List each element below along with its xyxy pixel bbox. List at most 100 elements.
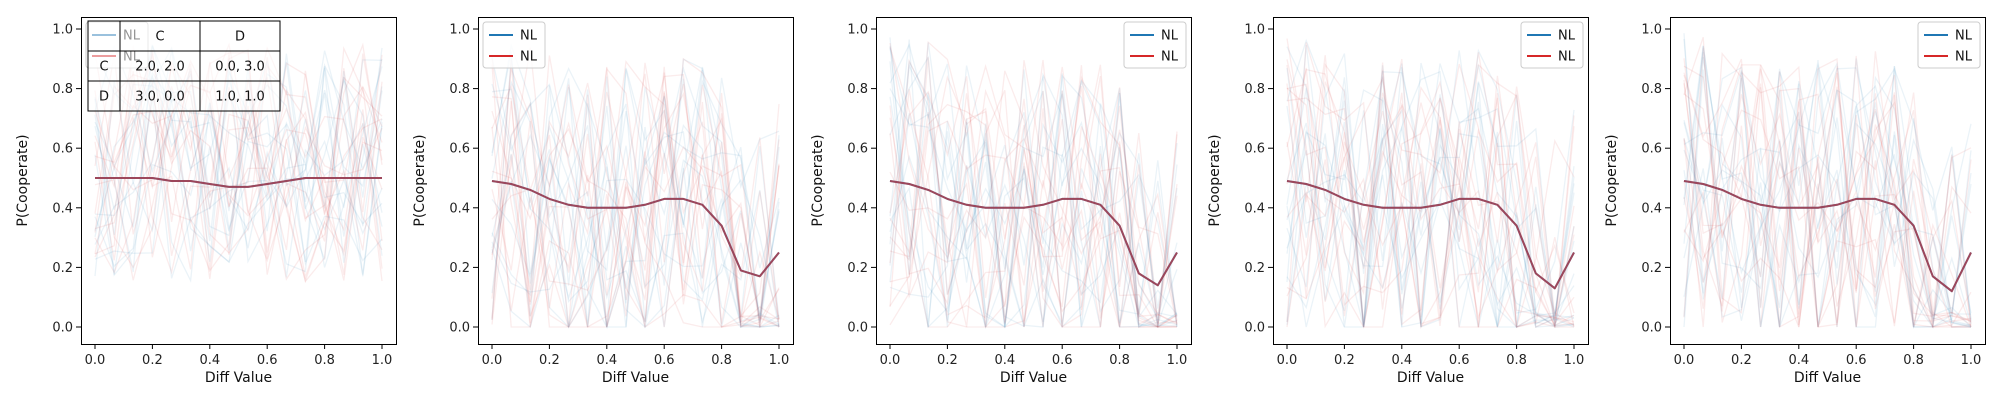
trial-trace (889, 58, 1178, 328)
x-tick-label: 0.4 (199, 353, 220, 368)
trial-trace (1683, 55, 1972, 328)
trial-trace (1683, 83, 1971, 328)
table-cell-text: D (99, 90, 109, 105)
y-axis-label: P(Cooperate) (412, 134, 428, 226)
trial-trace (1683, 70, 1972, 325)
trial-trace (889, 65, 1178, 329)
y-tick-label: 0.4 (847, 201, 868, 216)
series-line-2 (1286, 180, 1575, 290)
trial-trace (491, 69, 780, 329)
trial-trace (491, 64, 780, 328)
trial-trace (1683, 65, 1972, 328)
trial-trace (1286, 48, 1575, 325)
y-tick-label: 1.0 (1244, 23, 1265, 38)
table-cell (199, 80, 281, 112)
table-cell-text: 3.0, 0.0 (135, 90, 185, 105)
y-tick-label: 0.4 (1244, 201, 1265, 216)
trial-trace (1286, 38, 1575, 329)
x-tick-label: 0.8 (314, 353, 335, 368)
trial-trace (1683, 38, 1972, 328)
trial-trace (94, 53, 383, 275)
y-tick-label: 1.0 (847, 23, 868, 38)
trial-trace (1286, 68, 1575, 328)
trial-trace (889, 63, 1178, 329)
trial-trace (1286, 55, 1575, 315)
trial-trace (889, 86, 1178, 328)
trial-trace (1286, 128, 1575, 328)
y-tick-label: 0.8 (52, 82, 73, 97)
trial-trace (94, 44, 383, 277)
trial-trace (889, 88, 1178, 328)
trial-trace (1286, 107, 1575, 328)
trial-trace (1286, 59, 1575, 329)
trial-trace (491, 60, 780, 328)
trial-trace (491, 84, 780, 328)
y-tick-label: 0.6 (1641, 142, 1662, 157)
trial-trace (1286, 83, 1575, 328)
trial-trace (889, 103, 1178, 329)
trial-trace (491, 95, 780, 328)
trial-trace (491, 133, 780, 320)
trial-trace (491, 66, 780, 328)
background-traces (491, 42, 780, 330)
trial-trace (1286, 93, 1575, 329)
x-tick-label: 0.6 (1449, 353, 1470, 368)
x-tick-label: 0.6 (1846, 353, 1867, 368)
x-tick-label: 0.2 (142, 353, 163, 368)
x-tick-label: 1.0 (1961, 353, 1982, 368)
trial-trace (94, 63, 383, 281)
trial-trace (1286, 62, 1575, 328)
trial-trace (1286, 50, 1575, 328)
chart-panel-5: 0.0 0.2 0.4 0.6 0.8 1.0 0.0 0.2 0.4 0.6 0.8 1.0 Diff… (1604, 17, 1986, 386)
trial-trace (1683, 51, 1972, 328)
x-tick-label: 0.8 (711, 353, 732, 368)
axes-frame (478, 17, 794, 345)
trial-trace (94, 57, 383, 282)
trial-trace (1286, 67, 1575, 318)
trial-trace (1683, 51, 1971, 328)
legend-label: NL (1558, 50, 1576, 65)
y-tick-label: 0.4 (52, 201, 73, 216)
x-tick-label: 1.0 (769, 353, 790, 368)
y-tick-label: 0.6 (847, 142, 868, 157)
y-tick-label: 0.0 (1641, 321, 1662, 336)
trial-trace (889, 40, 1177, 328)
y-axis-label: P(Cooperate) (1604, 134, 1620, 226)
trial-trace (491, 66, 780, 328)
y-tick-label: 0.8 (1244, 82, 1265, 97)
trial-trace (1286, 67, 1575, 328)
trial-trace (94, 53, 383, 283)
x-axis-label: Diff Value (205, 370, 272, 386)
trial-trace (1683, 72, 1972, 328)
trial-trace (889, 171, 1177, 329)
trial-trace (1286, 67, 1575, 328)
trial-trace (491, 66, 780, 328)
x-tick-label: 0.2 (539, 353, 560, 368)
trial-trace (889, 59, 1178, 328)
y-tick-label: 0.8 (449, 82, 470, 97)
y-axis-label: P(Cooperate) (15, 134, 31, 226)
trial-trace (889, 88, 1178, 323)
payoff-table: C DC 2.0, 2.0 0.0, 3.0D 3.0, 0.0 1.0, 1.0 (87, 20, 281, 112)
y-tick-label: 1.0 (1641, 23, 1662, 38)
trial-trace (1286, 38, 1575, 329)
trial-trace (1683, 65, 1972, 328)
trial-trace (889, 59, 1178, 330)
background-traces (889, 37, 1178, 330)
trial-trace (491, 89, 780, 328)
trial-trace (889, 42, 1178, 328)
y-tick-label: 0.2 (52, 261, 73, 276)
trial-trace (491, 55, 780, 324)
trial-trace (889, 37, 1178, 329)
trial-trace (889, 74, 1178, 326)
trial-trace (94, 89, 383, 274)
x-tick-label: 0.2 (937, 353, 958, 368)
x-tick-label: 0.8 (1903, 353, 1924, 368)
trial-trace (1683, 67, 1972, 326)
y-tick-label: 0.8 (1641, 82, 1662, 97)
trial-trace (491, 57, 780, 329)
x-tick-label: 0.4 (1788, 353, 1809, 368)
x-tick-label: 0.2 (1334, 353, 1355, 368)
x-axis-label: Diff Value (1794, 370, 1861, 386)
